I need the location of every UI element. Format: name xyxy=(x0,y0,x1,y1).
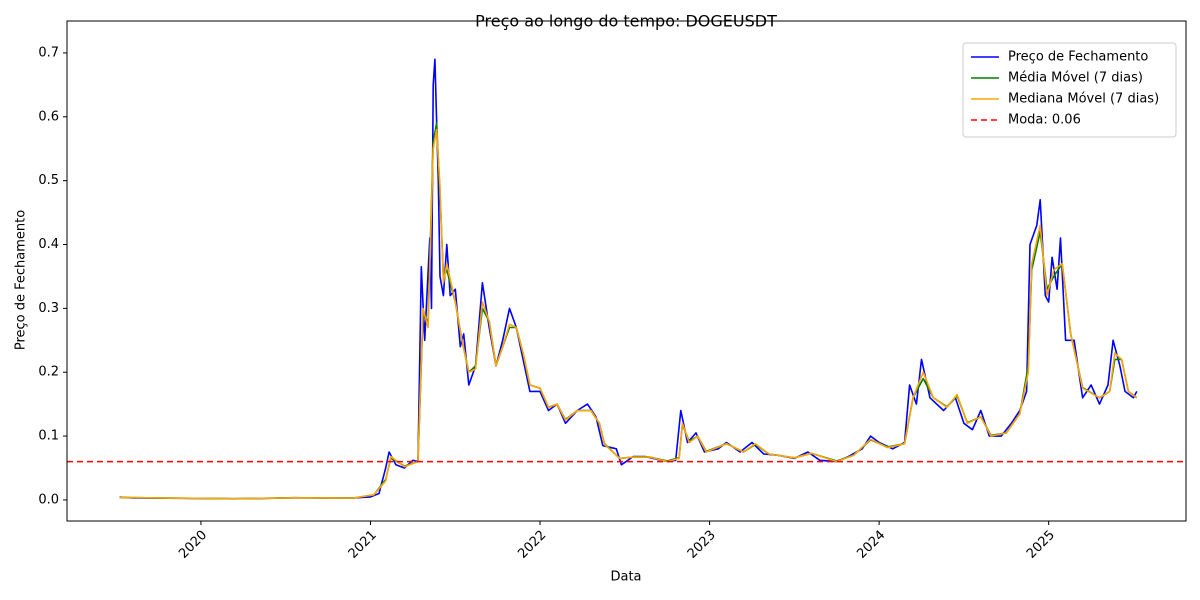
series-line xyxy=(119,128,1138,500)
legend-box xyxy=(962,42,1177,138)
x-tick-label: 2022 xyxy=(515,528,549,562)
y-axis-label: Preço de Fechamento xyxy=(14,210,29,350)
y-tick-label: 0.0 xyxy=(38,492,59,507)
legend-label: Mediana Móvel (7 dias) xyxy=(1008,92,1159,107)
x-tick-label: 2025 xyxy=(1024,528,1058,562)
y-tick-label: 0.1 xyxy=(38,429,59,444)
legend-label: Média Móvel (7 dias) xyxy=(1008,71,1143,86)
x-tick-label: 2021 xyxy=(346,528,380,562)
x-axis-label: Data xyxy=(610,570,641,585)
series-line xyxy=(119,122,1138,500)
plot-area xyxy=(67,58,1186,500)
legend-label: Moda: 0.06 xyxy=(1008,113,1081,128)
y-tick-label: 0.7 xyxy=(38,45,59,60)
x-tick-label: 2024 xyxy=(854,528,888,562)
y-tick-label: 0.3 xyxy=(38,301,59,316)
x-tick-label: 2020 xyxy=(176,528,210,562)
y-tick-label: 0.4 xyxy=(38,237,59,252)
y-tick-label: 0.2 xyxy=(38,365,59,380)
y-tick-label: 0.6 xyxy=(38,109,59,124)
x-tick-label: 2023 xyxy=(685,528,719,562)
axes-frame xyxy=(66,20,1187,522)
legend-label: Preço de Fechamento xyxy=(1008,50,1148,65)
y-tick-label: 0.5 xyxy=(38,173,59,188)
